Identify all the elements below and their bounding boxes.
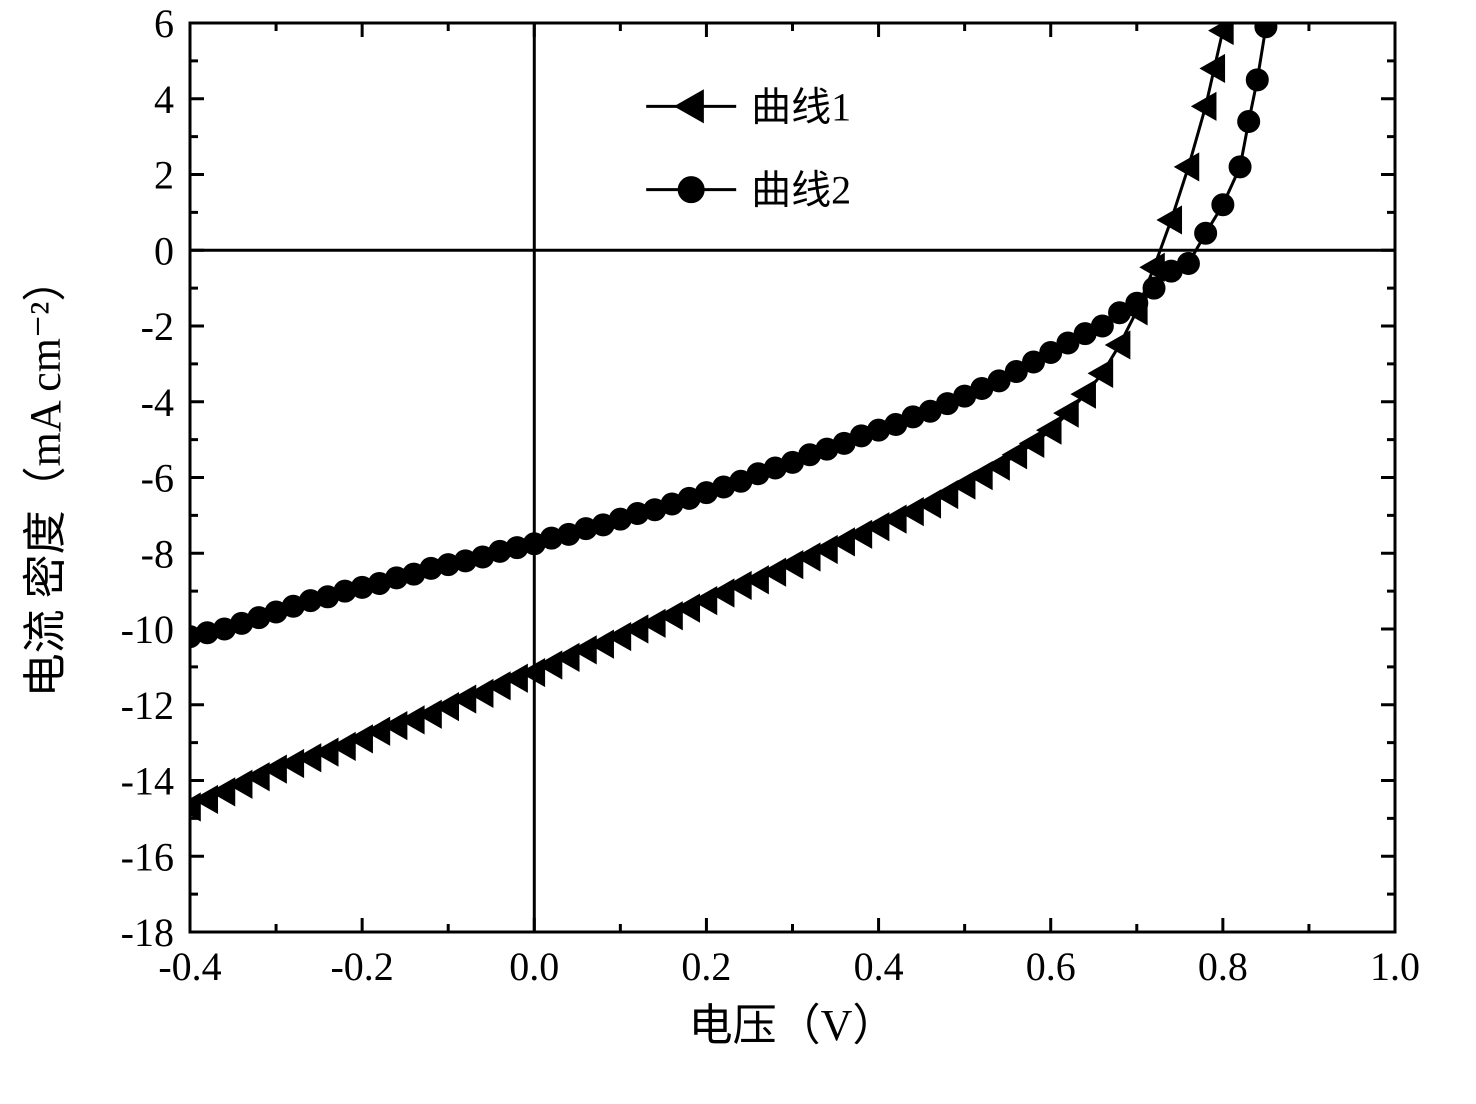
- x-tick-label: 0.4: [854, 944, 904, 989]
- x-tick-label: 0.0: [509, 944, 559, 989]
- chart-svg: -0.4-0.20.00.20.40.60.81.0-18-16-14-12-1…: [0, 0, 1476, 1104]
- x-tick-label: 0.2: [681, 944, 731, 989]
- iv-chart: -0.4-0.20.00.20.40.60.81.0-18-16-14-12-1…: [0, 0, 1476, 1104]
- legend-label: 曲线1: [751, 84, 851, 129]
- y-tick-label: -12: [121, 683, 174, 728]
- y-tick-label: 2: [154, 153, 174, 198]
- y-tick-label: -4: [141, 380, 174, 425]
- y-tick-label: 6: [154, 1, 174, 46]
- y-tick-label: -16: [121, 834, 174, 879]
- x-axis-label: 电压（V）: [689, 1001, 897, 1050]
- x-tick-label: 0.8: [1198, 944, 1248, 989]
- y-tick-label: 4: [154, 77, 174, 122]
- y-tick-label: 0: [154, 228, 174, 273]
- x-tick-label: 1.0: [1370, 944, 1420, 989]
- y-tick-label: -10: [121, 607, 174, 652]
- y-tick-label: -2: [141, 304, 174, 349]
- legend-label: 曲线2: [751, 168, 851, 213]
- y-tick-label: -18: [121, 910, 174, 955]
- x-tick-label: -0.2: [330, 944, 393, 989]
- y-tick-label: -8: [141, 531, 174, 576]
- x-tick-label: 0.6: [1026, 944, 1076, 989]
- y-axis-label: 电流 密度（mA cm⁻²）: [21, 258, 70, 698]
- y-tick-label: -6: [141, 456, 174, 501]
- y-tick-label: -14: [121, 759, 174, 804]
